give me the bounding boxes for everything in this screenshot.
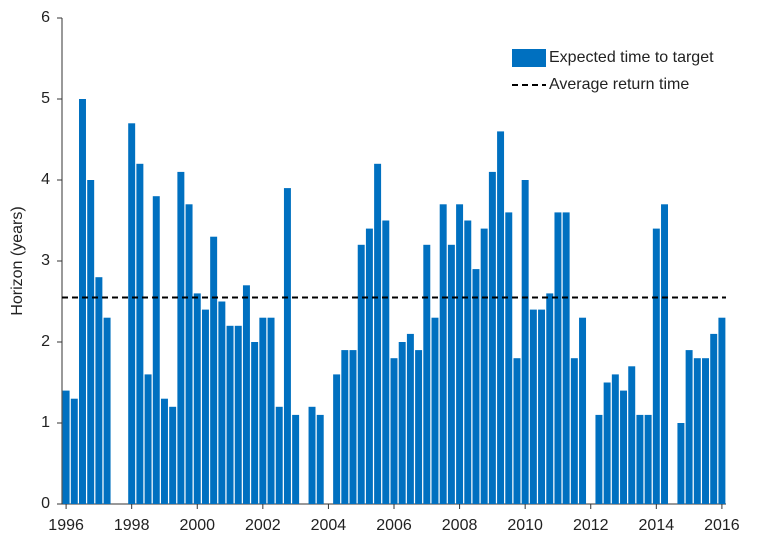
x-tick-label: 1996 xyxy=(48,517,84,534)
bar xyxy=(570,358,578,504)
x-tick-label: 2016 xyxy=(704,517,740,534)
y-tick-label: 1 xyxy=(41,414,50,431)
bar xyxy=(718,317,726,504)
bar xyxy=(710,333,718,504)
bar xyxy=(251,342,259,504)
bar xyxy=(275,406,283,504)
bar xyxy=(677,423,685,504)
x-tick-label: 2000 xyxy=(179,517,215,534)
bar xyxy=(308,406,316,504)
y-axis-label: Horizon (years) xyxy=(9,206,26,315)
bar xyxy=(136,163,144,505)
bar xyxy=(554,212,562,504)
bar xyxy=(464,220,472,504)
bar xyxy=(185,204,193,505)
y-tick-label: 4 xyxy=(41,171,50,188)
bar xyxy=(546,293,554,504)
bar xyxy=(431,317,439,504)
bar xyxy=(267,317,275,504)
bar xyxy=(103,317,111,504)
legend-label: Average return time xyxy=(549,76,689,93)
bar xyxy=(472,269,480,504)
bar xyxy=(620,390,628,504)
bar xyxy=(242,285,250,504)
bar xyxy=(685,350,693,504)
bar xyxy=(341,350,349,504)
x-tick-label: 2014 xyxy=(639,517,675,534)
bar xyxy=(439,204,447,505)
bar xyxy=(169,406,177,504)
x-tick-label: 2012 xyxy=(573,517,609,534)
y-tick-label: 6 xyxy=(41,9,50,26)
bar xyxy=(128,123,136,505)
bar xyxy=(357,244,365,505)
legend-label: Expected time to target xyxy=(549,49,714,66)
bar xyxy=(144,374,152,504)
bar xyxy=(177,171,185,504)
bar xyxy=(382,220,390,504)
y-tick-label: 2 xyxy=(41,333,50,350)
bar xyxy=(70,398,78,504)
bar xyxy=(595,414,603,504)
bar xyxy=(513,358,521,504)
bar xyxy=(152,196,160,504)
bar xyxy=(316,414,324,504)
bar xyxy=(365,228,373,504)
bar xyxy=(579,317,587,504)
bar xyxy=(611,374,619,504)
bar xyxy=(488,171,496,504)
x-tick-label: 2008 xyxy=(442,517,478,534)
bar xyxy=(406,333,414,504)
bar xyxy=(521,180,529,504)
bar xyxy=(628,366,636,504)
bar xyxy=(292,414,300,504)
bar xyxy=(259,317,267,504)
bar xyxy=(210,236,218,504)
bar xyxy=(562,212,570,504)
x-tick-label: 1998 xyxy=(114,517,150,534)
bar xyxy=(652,228,660,504)
bar xyxy=(79,99,86,504)
bar xyxy=(160,398,168,504)
bar xyxy=(62,390,70,504)
bar xyxy=(661,204,669,505)
bar xyxy=(390,358,398,504)
x-tick-label: 2006 xyxy=(376,517,412,534)
bar xyxy=(603,382,611,504)
bar xyxy=(702,358,709,504)
bar xyxy=(415,350,423,504)
bar xyxy=(226,325,234,504)
bar xyxy=(201,309,209,504)
y-tick-label: 5 xyxy=(41,90,50,107)
bar xyxy=(398,342,406,504)
bar xyxy=(374,163,382,505)
bar xyxy=(497,131,505,504)
bar xyxy=(333,374,341,504)
bar xyxy=(505,212,513,504)
bar xyxy=(349,350,357,504)
bar xyxy=(234,325,242,504)
x-tick-label: 2010 xyxy=(507,517,543,534)
bar xyxy=(447,244,455,505)
bar xyxy=(193,293,201,504)
bar xyxy=(95,277,103,504)
legend-swatch xyxy=(512,49,546,67)
x-tick-label: 2004 xyxy=(311,517,347,534)
bar xyxy=(636,414,644,504)
x-tick-label: 2002 xyxy=(245,517,281,534)
bar xyxy=(456,204,464,505)
bar xyxy=(693,358,701,504)
bar xyxy=(218,301,226,504)
bar xyxy=(644,414,652,504)
bar xyxy=(87,180,95,504)
bar xyxy=(538,309,546,504)
y-tick-label: 3 xyxy=(41,252,50,269)
bar xyxy=(529,309,537,504)
bar xyxy=(480,228,488,504)
bar xyxy=(283,188,291,504)
bar xyxy=(423,244,431,505)
y-tick-label: 0 xyxy=(41,495,50,512)
